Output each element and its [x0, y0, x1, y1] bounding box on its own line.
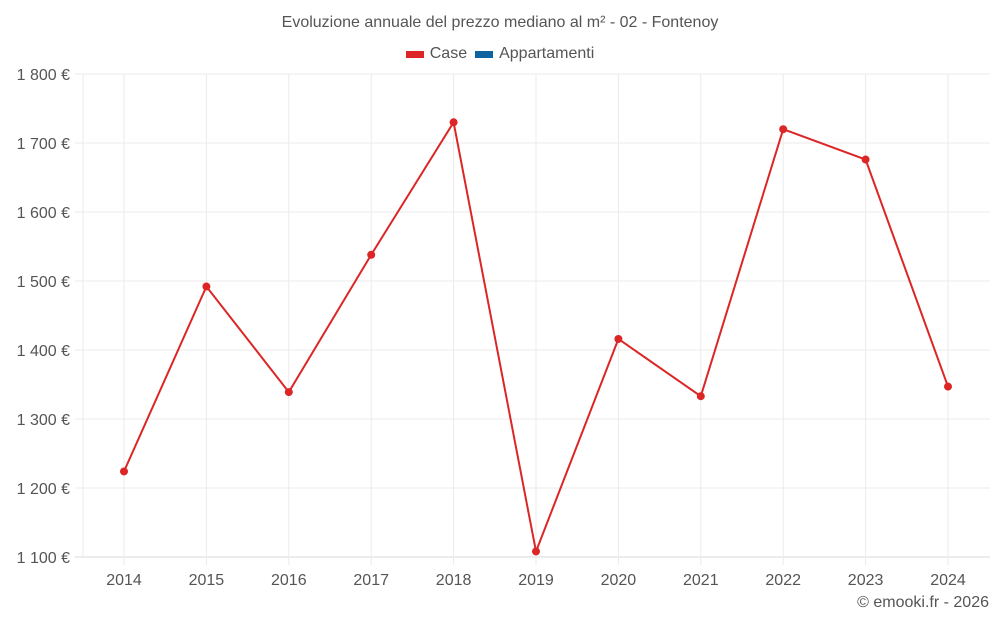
x-tick-label: 2021: [683, 572, 719, 589]
legend: Case Appartamenti: [0, 45, 1000, 63]
data-point: [367, 250, 376, 259]
x-tick-label: 2018: [436, 572, 472, 589]
legend-item-appartamenti[interactable]: Appartamenti: [475, 45, 594, 63]
y-axis: 1 100 € 1 200 € 1 300 € 1 400 € 1 500 € 1 600…: [17, 67, 70, 567]
data-point: [120, 467, 128, 476]
data-point: [779, 125, 788, 134]
x-tick-label: 2017: [353, 572, 389, 589]
data-point: [944, 382, 952, 391]
data-point: [861, 155, 870, 164]
x-tick-label: 2014: [106, 572, 142, 589]
gridlines: [75, 73, 990, 565]
x-tick-label: 2016: [271, 572, 307, 589]
y-tick-label: 1 800 €: [17, 67, 70, 84]
x-tick-label: 2019: [518, 572, 554, 589]
x-tick-label: 2023: [848, 572, 884, 589]
x-tick-label: 2024: [930, 572, 966, 589]
chart-title: Evoluzione annuale del prezzo mediano al…: [281, 14, 719, 31]
y-tick-label: 1 400 €: [17, 343, 70, 360]
y-tick-label: 1 700 €: [17, 136, 70, 153]
credit-text: © emooki.fr - 2026: [857, 594, 989, 611]
data-point: [696, 392, 705, 401]
data-point: [202, 282, 211, 291]
x-tick-label: 2020: [601, 572, 637, 589]
x-axis: 2014 2015 2016 2017 2018 2019 2020 2021 2022 2023…: [106, 572, 966, 589]
legend-item-case[interactable]: Case: [405, 45, 468, 63]
x-tick-label: 2015: [189, 572, 225, 589]
y-tick-label: 1 300 €: [17, 412, 70, 429]
y-tick-label: 1 600 €: [17, 205, 70, 222]
data-point: [449, 118, 458, 127]
series-case: [120, 118, 952, 556]
legend-swatch-appartamenti-icon: [475, 50, 494, 58]
x-tick-label: 2022: [765, 572, 801, 589]
data-point: [284, 388, 293, 397]
legend-label-case: Case: [429, 45, 468, 62]
data-point: [532, 547, 540, 556]
y-tick-label: 1 100 €: [17, 550, 70, 567]
legend-label-appartamenti: Appartamenti: [499, 45, 595, 62]
y-tick-label: 1 200 €: [17, 481, 70, 498]
legend-swatch-case-icon: [405, 50, 424, 58]
data-point: [614, 334, 623, 343]
y-tick-label: 1 500 €: [17, 274, 70, 291]
